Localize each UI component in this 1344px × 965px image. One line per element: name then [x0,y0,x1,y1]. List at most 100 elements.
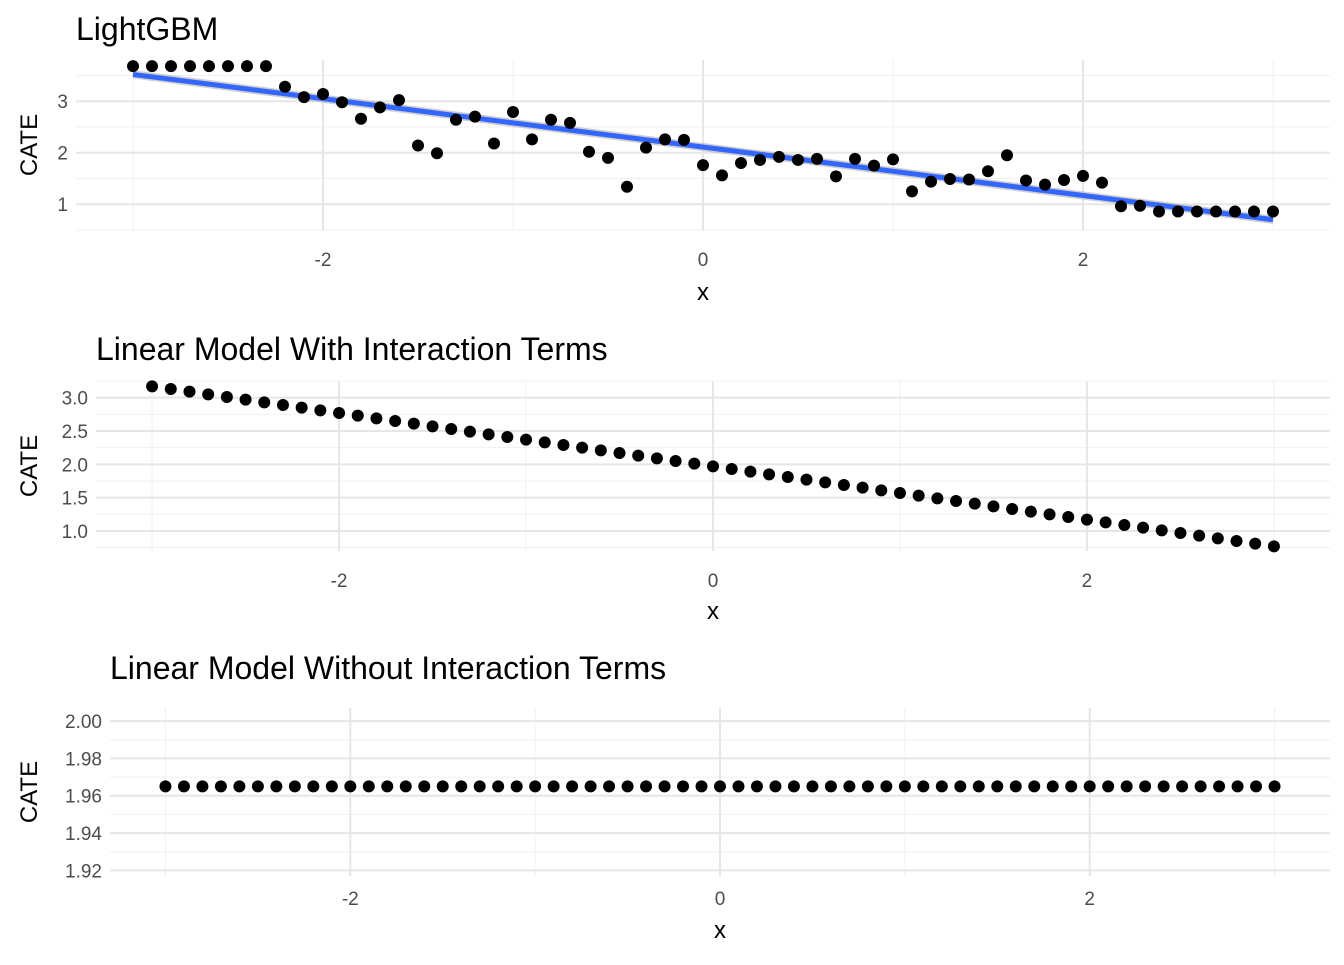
data-point [968,497,981,510]
data-point [658,780,671,793]
data-point [576,441,589,454]
data-point [564,116,576,129]
data-point [773,150,785,163]
data-point [1230,535,1243,547]
y-tick-label: 2.00 [65,712,102,733]
data-point [1102,780,1115,793]
data-point [669,455,682,467]
data-point [362,780,375,793]
data-point [1009,780,1022,793]
data-point [1231,780,1244,793]
y-tick-label: 2.0 [62,455,88,476]
data-point [1039,178,1051,191]
data-point [1155,524,1168,537]
data-point [1194,780,1207,793]
x-tick-label: 2 [1084,889,1095,910]
data-point [868,159,880,172]
data-point [640,780,653,793]
data-point [1137,521,1150,534]
data-point [887,153,899,166]
data-point [954,780,967,793]
data-point [1134,199,1146,212]
data-point [695,780,708,793]
data-point [473,780,486,793]
data-point [220,391,233,403]
data-point [769,780,782,793]
data-point [492,780,505,793]
data-point [520,433,533,446]
y-tick-label: 2.5 [62,422,88,443]
y-tick-label: 3.0 [62,389,88,410]
data-point [1120,780,1133,793]
data-point [1001,149,1013,162]
data-point [754,153,766,166]
data-point [716,169,728,182]
data-point [127,60,139,73]
data-point [529,780,542,793]
y-axis-label: CATE [16,435,43,497]
data-point [735,157,747,170]
data-point [1024,505,1037,518]
y-tick-label: 1.92 [65,861,102,882]
x-axis-label: x [707,598,719,625]
data-point [436,780,449,793]
data-point [987,500,1000,513]
data-point [295,401,308,414]
data-point [547,780,560,793]
data-point [906,185,918,198]
data-point [1118,519,1131,531]
data-point [184,60,196,73]
data-point [843,780,856,793]
x-tick-label: -2 [315,250,332,271]
y-tick-label: 1.0 [62,522,88,543]
data-point [351,409,364,422]
data-point [697,159,709,172]
data-point [389,415,402,427]
panel-title: Linear Model Without Interaction Terms [110,650,666,686]
y-axis-label: CATE [16,761,43,823]
data-point [507,106,519,119]
data-point [545,113,557,126]
data-point [426,420,439,433]
data-point [963,173,975,186]
data-point [811,152,823,165]
data-point [1267,205,1279,218]
data-point [344,780,357,793]
data-point [893,487,906,499]
data-point [632,449,645,462]
data-point [1191,205,1203,218]
data-point [1062,511,1075,523]
data-point [1268,780,1281,793]
data-point [594,444,607,457]
data-point [370,412,383,425]
data-point [393,94,405,107]
data-point [146,60,158,73]
data-point [164,383,177,395]
data-point [732,780,745,793]
data-point [333,407,346,419]
data-point [1172,205,1184,218]
data-point [861,780,874,793]
data-point [1139,780,1152,793]
data-point [325,780,338,793]
y-tick-label: 1.5 [62,489,88,510]
data-point [880,780,893,793]
data-point [1096,176,1108,189]
x-tick-label: 0 [698,250,709,271]
data-point [463,425,476,438]
data-point [982,165,994,178]
x-tick-label: -2 [342,889,359,910]
data-point [875,484,888,497]
data-point [1153,205,1165,218]
data-point [418,780,431,793]
data-point [917,780,930,793]
data-point [925,175,937,188]
data-point [1028,780,1041,793]
data-point [1248,205,1260,218]
panel-linear-with-interactions: -2 0 2 1.0 1.5 2.0 2.5 3.0 Linear Model With Int… [16,331,1330,625]
data-point [991,780,1004,793]
data-point [837,479,850,491]
data-point [1193,529,1206,542]
